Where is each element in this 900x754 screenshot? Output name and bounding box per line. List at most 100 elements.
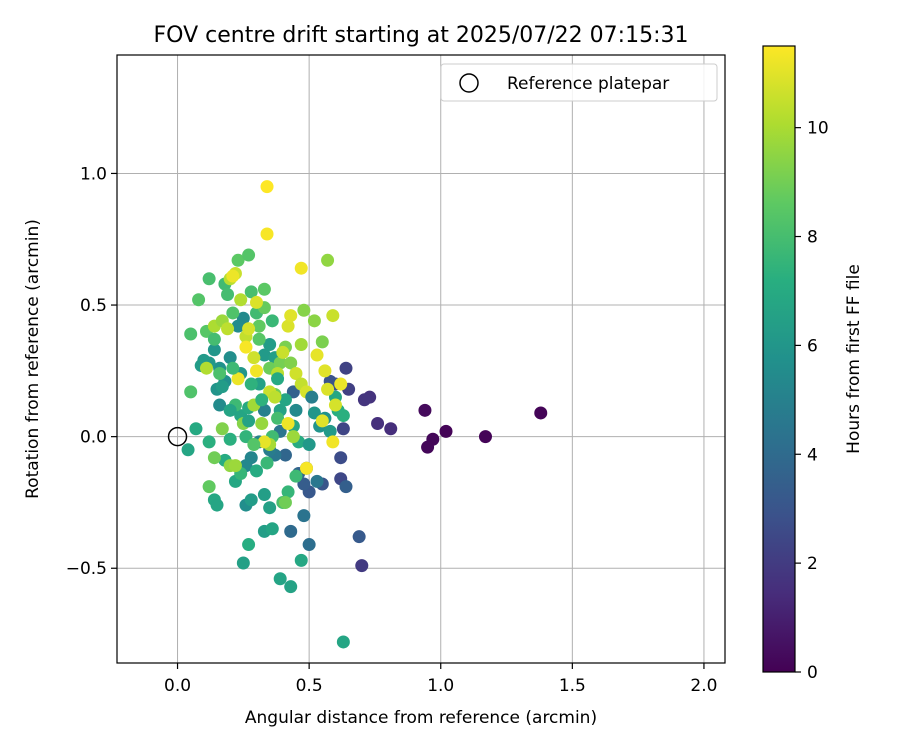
data-point: [255, 393, 269, 407]
colorbar-tick-label: 4: [807, 445, 818, 465]
data-point: [244, 285, 258, 299]
data-point: [439, 424, 453, 438]
data-point: [242, 322, 256, 336]
colorbar-label: Hours from first FF file: [844, 264, 864, 454]
data-point: [421, 440, 435, 454]
data-point: [418, 403, 432, 417]
data-point: [249, 364, 263, 378]
data-point: [310, 348, 324, 362]
data-point: [244, 493, 258, 507]
data-point: [257, 282, 271, 296]
y-tick-label: 0.5: [80, 296, 107, 316]
data-point: [315, 335, 329, 349]
data-point: [221, 288, 235, 302]
data-point: [294, 261, 308, 275]
data-point: [305, 390, 319, 404]
colorbar-tick-label: 6: [807, 336, 818, 356]
data-point: [207, 332, 221, 346]
data-point: [289, 366, 303, 380]
data-points: [181, 180, 548, 649]
data-point: [265, 522, 279, 536]
data-point: [184, 327, 198, 341]
y-tick-label: 1.0: [80, 164, 107, 184]
data-point: [336, 409, 350, 423]
data-point: [257, 435, 271, 449]
data-point: [278, 448, 292, 462]
data-point: [334, 451, 348, 465]
data-point: [239, 340, 253, 354]
data-point: [273, 356, 287, 370]
y-tick-label: 0.0: [80, 428, 107, 448]
data-point: [284, 309, 298, 323]
data-point: [289, 469, 303, 483]
grid-lines: [117, 55, 725, 663]
data-point: [189, 422, 203, 436]
x-axis-ticks: 0.0 0.5 1.0 1.5 2.0: [164, 663, 717, 696]
legend: Reference platepar: [440, 63, 718, 102]
data-point: [221, 322, 235, 336]
data-point: [263, 501, 277, 515]
data-point: [257, 488, 271, 502]
y-tick-label: −0.5: [66, 559, 107, 579]
data-point: [334, 377, 348, 391]
data-point: [276, 345, 290, 359]
x-tick-label: 1.0: [427, 676, 454, 696]
data-point: [271, 411, 285, 425]
data-point: [297, 509, 311, 523]
data-point: [260, 456, 274, 470]
data-point: [257, 403, 271, 417]
data-point: [249, 464, 263, 478]
data-point: [307, 314, 321, 328]
data-point: [534, 406, 548, 420]
data-point: [352, 530, 366, 544]
data-point: [215, 380, 229, 394]
reference-point-marker: [167, 426, 188, 447]
data-point: [260, 180, 274, 194]
legend-box: [440, 63, 718, 102]
data-point: [294, 338, 308, 352]
data-point: [260, 227, 274, 241]
data-point: [213, 398, 227, 412]
data-point: [228, 459, 242, 473]
data-point: [284, 524, 298, 538]
chart-title: FOV centre drift starting at 2025/07/22 …: [154, 23, 689, 48]
data-point: [323, 424, 337, 438]
data-point: [286, 385, 300, 399]
data-point: [315, 414, 329, 428]
data-point: [249, 295, 263, 309]
data-point: [247, 351, 261, 365]
data-point: [318, 364, 332, 378]
data-point: [294, 553, 308, 567]
data-point: [192, 293, 206, 307]
data-point: [202, 435, 216, 449]
data-point: [281, 485, 295, 499]
data-point: [244, 377, 258, 391]
data-point: [210, 498, 224, 512]
data-point: [207, 451, 221, 465]
data-point: [242, 414, 256, 428]
data-point: [271, 372, 285, 386]
data-point: [478, 430, 492, 444]
data-point: [242, 248, 256, 262]
data-point: [252, 332, 266, 346]
data-point: [339, 480, 353, 494]
data-point: [268, 390, 282, 404]
data-point: [255, 416, 269, 430]
x-axis-label: Angular distance from reference (arcmin): [245, 708, 597, 728]
data-point: [286, 430, 300, 444]
x-tick-label: 2.0: [690, 676, 717, 696]
data-point: [302, 438, 316, 452]
y-axis-ticks: −0.5 0.0 0.5 1.0: [66, 164, 117, 579]
data-point: [321, 382, 335, 396]
data-point: [321, 253, 335, 267]
colorbar-tick-label: 8: [807, 228, 818, 248]
data-point: [231, 253, 245, 267]
data-point: [181, 443, 195, 457]
x-tick-label: 1.5: [559, 676, 586, 696]
data-point: [202, 272, 216, 286]
data-point: [263, 338, 277, 352]
colorbar-gradient: [762, 45, 796, 673]
data-point: [307, 406, 321, 420]
